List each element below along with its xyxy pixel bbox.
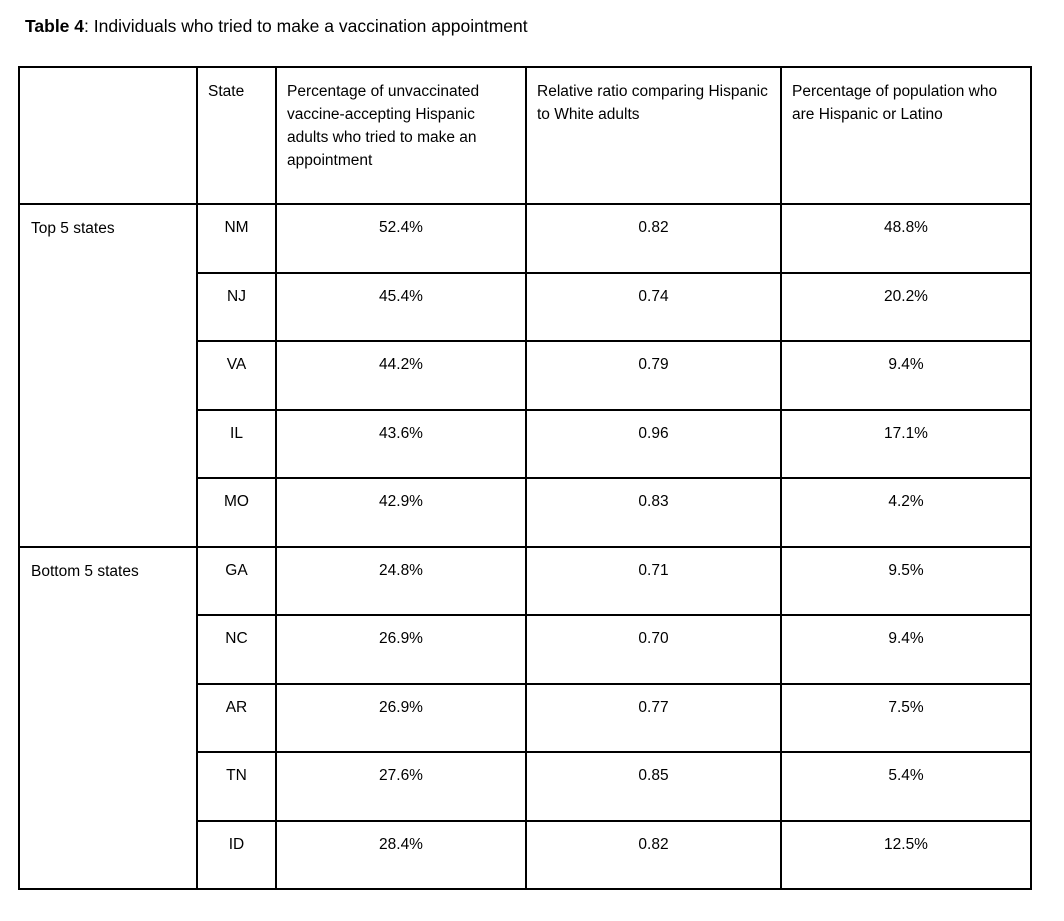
table-title-text: : Individuals who tried to make a vaccin… (84, 16, 528, 36)
cell-relative-ratio: 0.82 (525, 203, 782, 274)
cell-state: ID (196, 819, 277, 890)
cell-relative-ratio: 0.85 (525, 751, 782, 822)
cell-pct-tried: 26.9% (275, 614, 527, 685)
table-row: IL 43.6% 0.96 17.1% (19, 408, 1032, 479)
cell-state: TN (196, 751, 277, 822)
cell-state: NJ (196, 271, 277, 342)
cell-pct-population: 9.5% (780, 545, 1032, 616)
header-pct-population: Percentage of population who are Hispani… (780, 66, 1032, 205)
cell-relative-ratio: 0.74 (525, 271, 782, 342)
cell-pct-tried: 45.4% (275, 271, 527, 342)
cell-pct-population: 9.4% (780, 340, 1032, 411)
cell-pct-tried: 52.4% (275, 203, 527, 274)
cell-relative-ratio: 0.71 (525, 545, 782, 616)
cell-state: VA (196, 340, 277, 411)
header-group (18, 66, 198, 205)
table-row: MO 42.9% 0.83 4.2% (19, 477, 1032, 548)
cell-state: AR (196, 682, 277, 753)
cell-pct-population: 12.5% (780, 819, 1032, 890)
table-row: AR 26.9% 0.77 7.5% (19, 682, 1032, 753)
cell-pct-population: 20.2% (780, 271, 1032, 342)
cell-pct-tried: 43.6% (275, 408, 527, 479)
cell-state: GA (196, 545, 277, 616)
cell-relative-ratio: 0.70 (525, 614, 782, 685)
cell-pct-population: 4.2% (780, 477, 1032, 548)
cell-pct-tried: 42.9% (275, 477, 527, 548)
cell-pct-population: 5.4% (780, 751, 1032, 822)
cell-relative-ratio: 0.83 (525, 477, 782, 548)
table-row: NJ 45.4% 0.74 20.2% (19, 271, 1032, 342)
cell-state: NM (196, 203, 277, 274)
cell-pct-population: 48.8% (780, 203, 1032, 274)
header-state: State (196, 66, 277, 205)
table-title: Table 4: Individuals who tried to make a… (0, 0, 1064, 38)
cell-pct-tried: 24.8% (275, 545, 527, 616)
header-row: State Percentage of unvaccinated vaccine… (18, 66, 1032, 205)
cell-pct-tried: 44.2% (275, 340, 527, 411)
table-title-label: Table 4 (25, 16, 85, 36)
table-row: Top 5 states NM 52.4% 0.82 48.8% (18, 203, 1032, 548)
cell-pct-population: 17.1% (780, 408, 1032, 479)
cell-relative-ratio: 0.82 (525, 819, 782, 890)
group-label-top5: Top 5 states (18, 203, 198, 548)
table-row: VA 44.2% 0.79 9.4% (19, 340, 1032, 411)
cell-state: NC (196, 614, 277, 685)
header-pct-tried: Percentage of unvaccinated vaccine-accep… (275, 66, 527, 205)
table-row: NC 26.9% 0.70 9.4% (19, 614, 1032, 685)
cell-pct-tried: 27.6% (275, 751, 527, 822)
table-row: Bottom 5 states GA 24.8% 0.71 9.5% (18, 545, 1032, 890)
cell-pct-population: 9.4% (780, 614, 1032, 685)
table-row: TN 27.6% 0.85 5.4% (19, 751, 1032, 822)
cell-state: MO (196, 477, 277, 548)
vaccination-appointment-table: State Percentage of unvaccinated vaccine… (18, 66, 1032, 890)
cell-relative-ratio: 0.96 (525, 408, 782, 479)
cell-pct-tried: 28.4% (275, 819, 527, 890)
group-label-bottom5: Bottom 5 states (18, 545, 198, 890)
cell-pct-population: 7.5% (780, 682, 1032, 753)
cell-pct-tried: 26.9% (275, 682, 527, 753)
cell-relative-ratio: 0.77 (525, 682, 782, 753)
header-relative-ratio: Relative ratio comparing Hispanic to Whi… (525, 66, 782, 205)
cell-state: IL (196, 408, 277, 479)
table-row: ID 28.4% 0.82 12.5% (19, 819, 1032, 890)
cell-relative-ratio: 0.79 (525, 340, 782, 411)
